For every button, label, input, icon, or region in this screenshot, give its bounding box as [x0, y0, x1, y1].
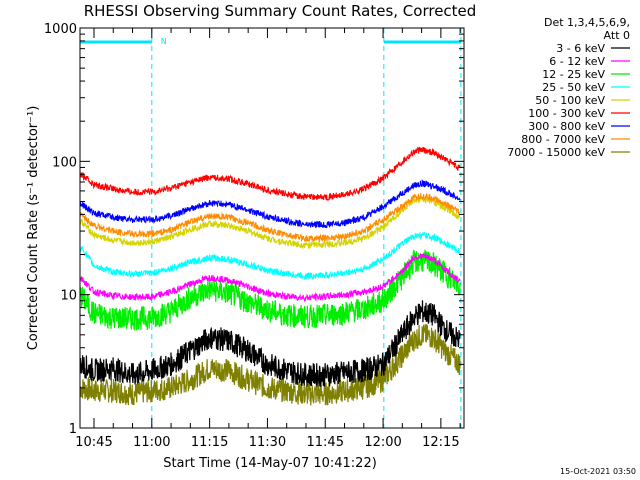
series-line-8 [80, 324, 461, 406]
y-tick-label: 1 [69, 422, 77, 437]
x-tick-label: 11:30 [249, 435, 286, 450]
night-marker-label: N [161, 37, 167, 46]
legend-label-8: 7000 - 15000 keV [507, 146, 605, 159]
legend-label-0: 3 - 6 keV [556, 42, 605, 55]
y-axis-label: Corrected Count Rate (s⁻¹ detector⁻¹) [26, 106, 41, 351]
series-line-3 [80, 232, 461, 281]
plot-frame [79, 27, 465, 429]
legend-label-6: 300 - 800 keV [528, 120, 605, 133]
legend-label-2: 12 - 25 keV [542, 68, 605, 81]
plot-area: N [79, 28, 462, 428]
legend-header-line-2: Att 0 [604, 29, 630, 42]
x-tick-label: 12:00 [364, 435, 401, 450]
x-axis-label: Start Time (14-May-07 10:41:22) [163, 456, 377, 471]
series-line-1 [80, 253, 461, 303]
x-tick-label: 11:00 [133, 435, 170, 450]
x-tick-label: 10:45 [75, 435, 112, 450]
legend-label-1: 6 - 12 keV [549, 55, 605, 68]
chart-title: RHESSI Observing Summary Count Rates, Co… [84, 2, 477, 20]
y-axis: 1 10 100 1000 [44, 22, 464, 437]
y-tick-label: 1000 [44, 22, 77, 37]
x-tick-label: 12:15 [422, 435, 459, 450]
x-axis: 10:45 11:00 11:15 11:30 11:45 12:00 12:15 [75, 28, 461, 450]
y-tick-label: 100 [52, 155, 77, 170]
series-line-0 [80, 300, 461, 387]
legend-label-5: 100 - 300 keV [528, 107, 605, 120]
legend-label-3: 25 - 50 keV [542, 81, 605, 94]
legend-label-4: 50 - 100 keV [535, 94, 605, 107]
series-line-6 [80, 179, 461, 229]
y-tick-label: 10 [60, 289, 77, 304]
legend-label-7: 800 - 7000 keV [521, 133, 605, 146]
x-tick-label: 11:45 [307, 435, 344, 450]
series-line-5 [80, 146, 461, 202]
series-line-2 [80, 249, 461, 331]
legend-header-line-1: Det 1,3,4,5,6,9, [544, 16, 630, 29]
x-tick-label: 11:15 [191, 435, 228, 450]
series-line-4 [80, 196, 461, 250]
timestamp: 15-Oct-2021 03:50 [560, 467, 636, 476]
series-line-7 [80, 192, 461, 244]
